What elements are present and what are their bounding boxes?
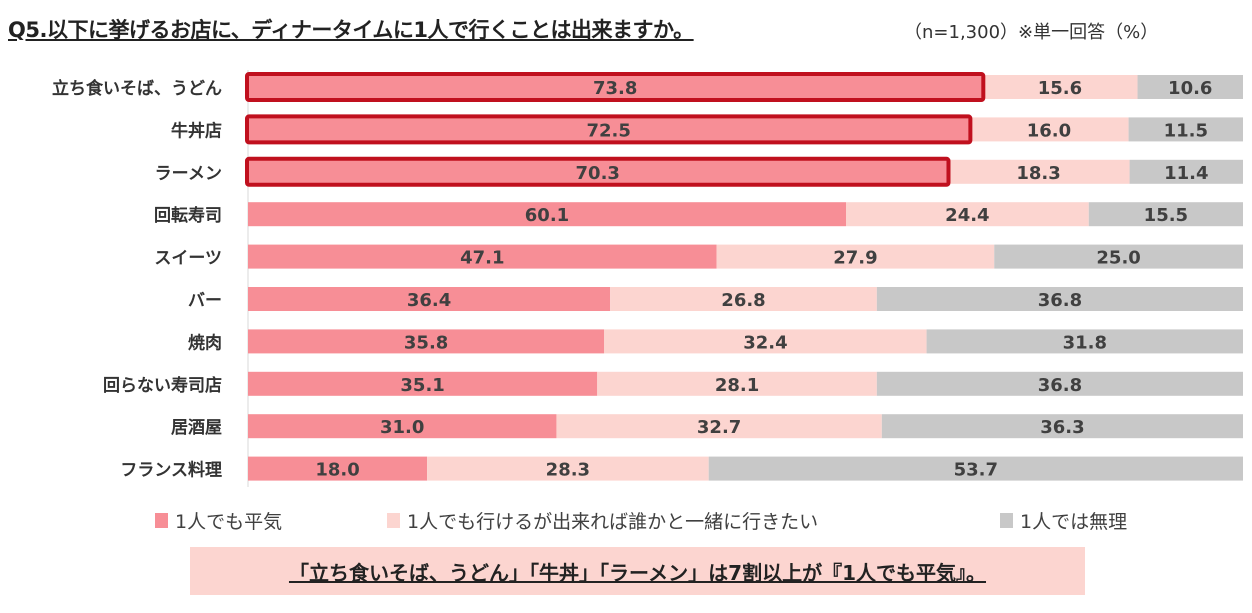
bar-segment [248,329,605,354]
data-label: 10.6 [1168,78,1212,99]
legend-swatch [155,513,168,528]
category-label: 牛丼店 [171,120,222,141]
category-label: 立ち食いそば、うどん [52,78,222,99]
data-label: 31.8 [1063,332,1107,353]
chart-subtitle: （n=1,300）※単一回答（%） [904,22,1159,43]
bar-segment [248,414,557,439]
bar-segment [556,414,882,439]
category-label: スイーツ [154,249,222,269]
data-label: 16.0 [1027,120,1071,141]
data-label: 25.0 [1096,248,1140,269]
data-label: 35.8 [404,332,448,353]
data-label: 73.8 [593,78,637,99]
highlight-outline [245,114,973,145]
bar-segment [1137,75,1243,99]
bar-segment [248,159,948,184]
summary-note-box: 「立ち食いそば、うどん」「牛丼」「ラーメン」は7割以上が『1人でも平気』。 [190,547,1085,595]
bar-segment [716,244,995,269]
bar-segment [947,159,1130,184]
category-label: 居酒屋 [171,417,222,438]
category-label: フランス料理 [120,460,222,481]
data-label: 11.5 [1164,120,1208,141]
data-label: 32.7 [697,417,741,438]
bar-segment [248,202,846,227]
bar-segment [708,456,1243,481]
bar-segment [248,244,717,269]
bar-segment [982,75,1138,99]
category-label: 回転寿司 [154,205,222,226]
bar-segment [427,456,709,481]
bar-segment [248,117,970,142]
category-label: 焼肉 [188,332,222,353]
data-label: 28.3 [546,460,590,481]
data-label: 36.8 [1038,290,1082,311]
bar-segment [1129,159,1243,184]
bar-segment [248,456,428,481]
category-label: ラーメン [155,164,222,184]
data-label: 31.0 [380,417,424,438]
data-label: 32.4 [743,332,787,353]
bar-segment [926,329,1243,354]
bar-segment [876,287,1243,311]
bar-segment [1128,117,1243,142]
legend-label: 1人では無理 [1020,511,1127,533]
bar-segment [881,414,1243,439]
data-label: 18.0 [315,460,359,481]
data-label: 15.6 [1038,78,1082,99]
bar-segment [610,287,877,311]
bar-segment [845,202,1089,227]
chart-title: Q5.以下に挙げるお店に、ディナータイムに1人で行くことは出来ますか。 [8,18,694,42]
data-label: 15.5 [1144,205,1188,226]
legend-swatch [1000,513,1013,528]
data-label: 18.3 [1016,163,1060,184]
bar-segment [969,117,1129,142]
data-label: 36.3 [1040,417,1084,438]
bar-segment [876,371,1243,396]
data-label: 72.5 [586,120,630,141]
data-label: 26.8 [721,290,765,311]
data-label: 36.4 [407,290,451,311]
bar-segment [248,75,983,99]
bar-segment [994,244,1243,269]
bar-segment [248,287,611,311]
legend-label: 1人でも行けるが出来れば誰かと一緒に行きたい [407,511,818,533]
category-label: バー [188,291,222,311]
legend-swatch [387,513,400,528]
summary-note: 「立ち食いそば、うどん」「牛丼」「ラーメン」は7割以上が『1人でも平気』。 [288,560,987,585]
data-label: 27.9 [833,248,877,269]
bar-segment [1088,202,1243,227]
data-label: 35.1 [400,375,444,396]
data-label: 53.7 [954,460,998,481]
bar-segment [597,371,877,396]
bar-segment [604,329,927,354]
legend-label: 1人でも平気 [175,511,282,533]
data-label: 36.8 [1038,375,1082,396]
highlight-outline [245,72,986,102]
data-label: 11.4 [1164,163,1208,184]
data-label: 60.1 [525,205,569,226]
data-label: 47.1 [460,248,504,269]
data-label: 70.3 [576,163,620,184]
data-label: 24.4 [945,205,989,226]
bar-segment [248,371,598,396]
category-label: 回らない寿司店 [103,375,222,396]
highlight-outline [245,156,951,187]
data-label: 28.1 [715,375,759,396]
